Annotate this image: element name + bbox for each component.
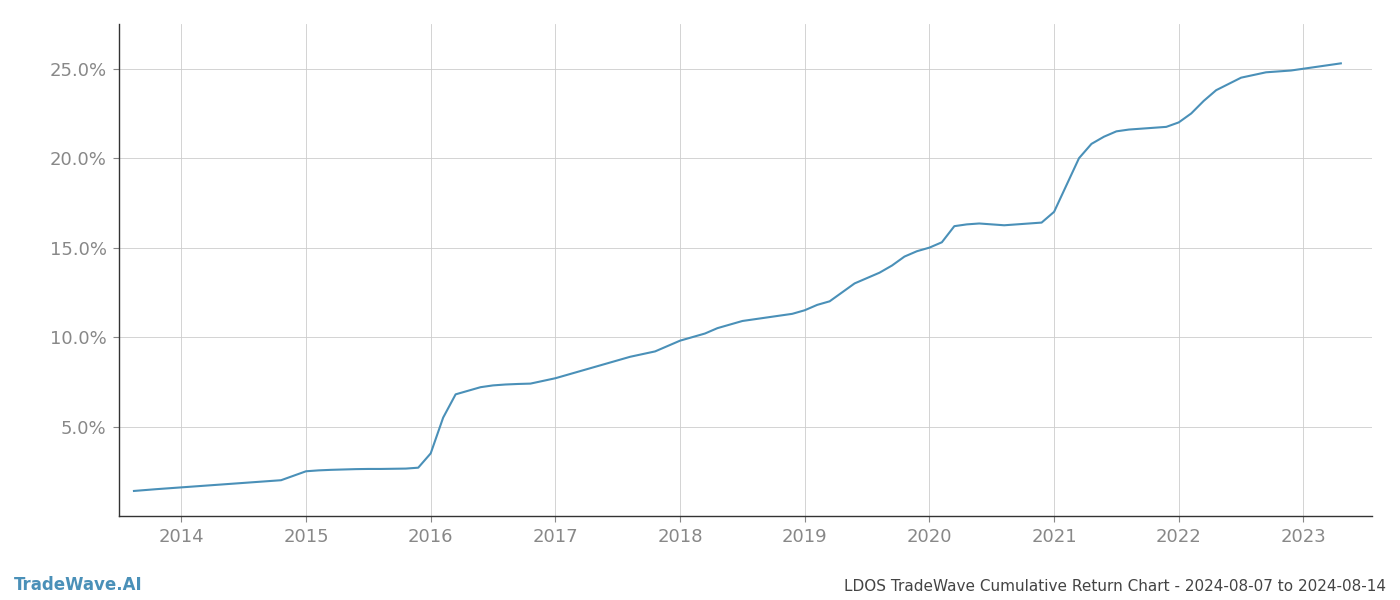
Text: TradeWave.AI: TradeWave.AI (14, 576, 143, 594)
Text: LDOS TradeWave Cumulative Return Chart - 2024-08-07 to 2024-08-14: LDOS TradeWave Cumulative Return Chart -… (844, 579, 1386, 594)
